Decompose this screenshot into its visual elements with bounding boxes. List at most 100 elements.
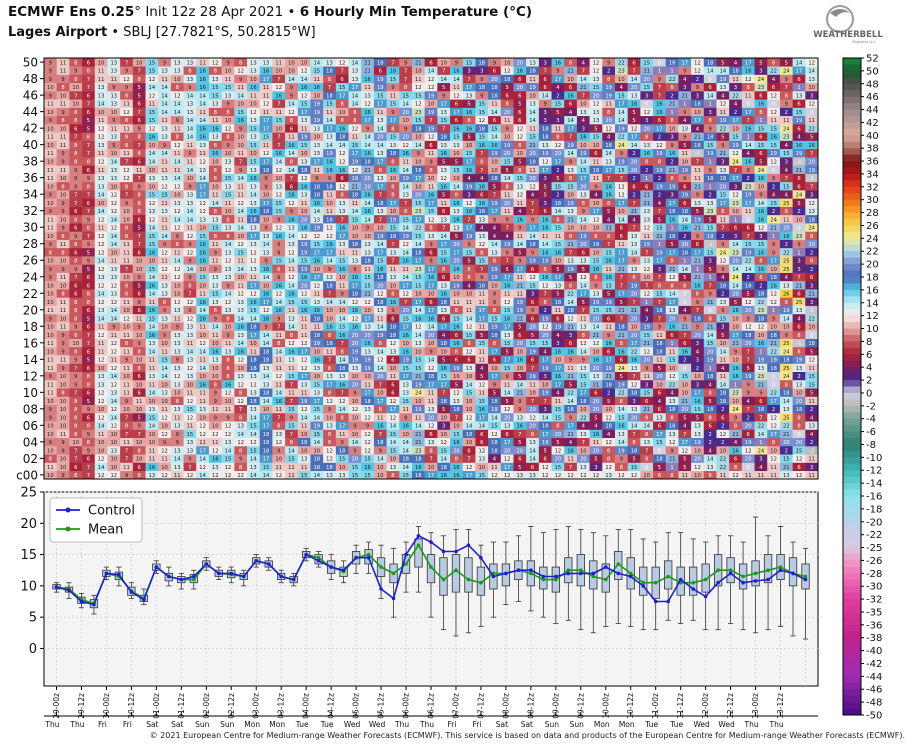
heatmap-cell-label: 7 — [645, 448, 648, 454]
heatmap-cell-label: 10 — [491, 168, 498, 174]
heatmap-cell-label: 18 — [707, 374, 714, 380]
heatmap-cell-label: 13 — [440, 308, 447, 314]
heatmap-cell-label: 13 — [605, 473, 612, 479]
heatmap-cell-label: 19 — [580, 151, 587, 157]
heatmap-cell-label: 21 — [732, 341, 739, 347]
heatmap-cell-label: 12 — [440, 176, 447, 182]
heatmap-cell — [120, 396, 134, 405]
heatmap-cell — [335, 322, 349, 331]
heatmap-cell — [221, 437, 235, 447]
heatmap-cell-label: 14 — [377, 366, 384, 372]
heatmap-cell-label: 9 — [277, 275, 280, 281]
heatmap-cell-label: 13 — [174, 308, 181, 314]
heatmap-cell-label: 3 — [721, 160, 724, 166]
heatmap-cell-label: 14 — [110, 415, 117, 421]
heatmap-cell-label: 10 — [770, 448, 777, 454]
heatmap-cell-label: 9 — [785, 333, 788, 339]
heatmap-cell — [373, 338, 387, 348]
heatmap-cell — [310, 470, 324, 480]
heatmap-cell — [259, 363, 273, 372]
heatmap-cell-label: 7 — [379, 217, 382, 223]
heatmap-cell-label: 14 — [529, 234, 536, 240]
heatmap-cell-label: 11 — [301, 424, 308, 430]
heatmap-cell-label: 16 — [694, 283, 701, 289]
heatmap-cell-label: 9 — [429, 242, 432, 248]
heatmap-cell-label: 18 — [478, 283, 485, 289]
heatmap-cell — [589, 363, 603, 372]
heatmap-cell-label: 1 — [734, 217, 737, 223]
heatmap-cell-label: 10 — [174, 292, 181, 298]
heatmap-cell-label: 16 — [149, 250, 156, 256]
heatmap-cell-label: 14 — [517, 382, 524, 388]
heatmap-cell — [247, 470, 261, 480]
heatmap-cell-label: 15 — [225, 193, 232, 199]
heatmap-cell-label: 11 — [47, 217, 54, 223]
heatmap-cell-label: 8 — [87, 382, 90, 388]
heatmap-cell — [208, 462, 222, 472]
heatmap-cell-label: 2 — [772, 407, 775, 413]
heatmap-cell-label: 10 — [60, 193, 67, 199]
heatmap-cell-label: 15 — [288, 457, 295, 463]
heatmap-cell-label: 12 — [580, 341, 587, 347]
heatmap-cell-label: 10 — [377, 391, 384, 397]
heatmap-cell-label: 8 — [74, 242, 77, 248]
heatmap-cell — [741, 338, 755, 348]
heatmap-cell-label: 17 — [669, 250, 676, 256]
heatmap-cell-label: 10 — [720, 341, 727, 347]
heatmap-cell-label: 14 — [199, 473, 206, 479]
heatmap-cell-label: 19 — [707, 151, 714, 157]
heatmap-cell — [741, 404, 755, 414]
heatmap-cell — [94, 404, 108, 414]
heatmap-cell — [716, 363, 730, 372]
heatmap-cell-label: 20 — [301, 217, 308, 223]
heatmap-cell-label: 18 — [656, 341, 663, 347]
heatmap-cell-label: 5 — [442, 407, 445, 413]
heatmap-cell — [767, 429, 781, 439]
heatmap-cell-label: 2 — [747, 415, 750, 421]
heatmap-cell — [145, 462, 159, 472]
heatmap-cell-label: 16 — [605, 341, 612, 347]
heatmap-cell-label: 9 — [620, 151, 623, 157]
heatmap-cell-label: 11 — [618, 242, 625, 248]
heatmap-cell — [411, 355, 425, 364]
heatmap-cell-label: 13 — [98, 184, 105, 190]
heatmap-cell-label: 10 — [110, 440, 117, 446]
heatmap-cell — [82, 346, 96, 356]
heatmap-cell — [703, 462, 717, 472]
heatmap-cell — [779, 346, 793, 356]
heatmap-cell-label: 18 — [377, 300, 384, 306]
heatmap-cell-label: 10 — [580, 407, 587, 413]
logo-swirl — [830, 9, 850, 17]
heatmap-cell — [424, 305, 438, 315]
heatmap-cell-label: 7 — [531, 399, 534, 405]
heatmap-cell-label: 13 — [187, 448, 194, 454]
heatmap-cell-label: 19 — [415, 382, 422, 388]
heatmap-cell-label: 7 — [645, 283, 648, 289]
heatmap-cell — [56, 289, 70, 298]
heatmap-cell-label: 15 — [415, 201, 422, 207]
heatmap-cell-label: 19 — [352, 358, 359, 364]
heatmap-cell — [335, 280, 349, 290]
heatmap-cell-label: 10 — [593, 349, 600, 355]
heatmap-cell — [703, 437, 717, 447]
heatmap-cell-label: 12 — [237, 292, 244, 298]
heatmap-cell — [285, 445, 299, 455]
heatmap-cell-label: 16 — [517, 424, 524, 430]
heatmap-cell-label: 7 — [645, 250, 648, 256]
heatmap-cell-label: 12 — [98, 283, 105, 289]
heatmap-cell — [576, 371, 590, 381]
heatmap-cell — [120, 379, 134, 389]
heatmap-cell — [551, 437, 565, 447]
heatmap-cell — [653, 470, 667, 480]
heatmap-cell — [614, 429, 628, 439]
heatmap-cell-label: 20 — [428, 333, 435, 339]
heatmap-cell — [488, 280, 502, 290]
heatmap-cell — [665, 322, 679, 331]
heatmap-cell — [373, 404, 387, 414]
heatmap-cell-label: 13 — [428, 440, 435, 446]
heatmap-cell — [310, 305, 324, 315]
heatmap-cell-label: 16 — [352, 308, 359, 314]
heatmap-cell-label: 8 — [74, 217, 77, 223]
heatmap-cell — [69, 429, 83, 439]
heatmap-cell — [564, 379, 578, 389]
